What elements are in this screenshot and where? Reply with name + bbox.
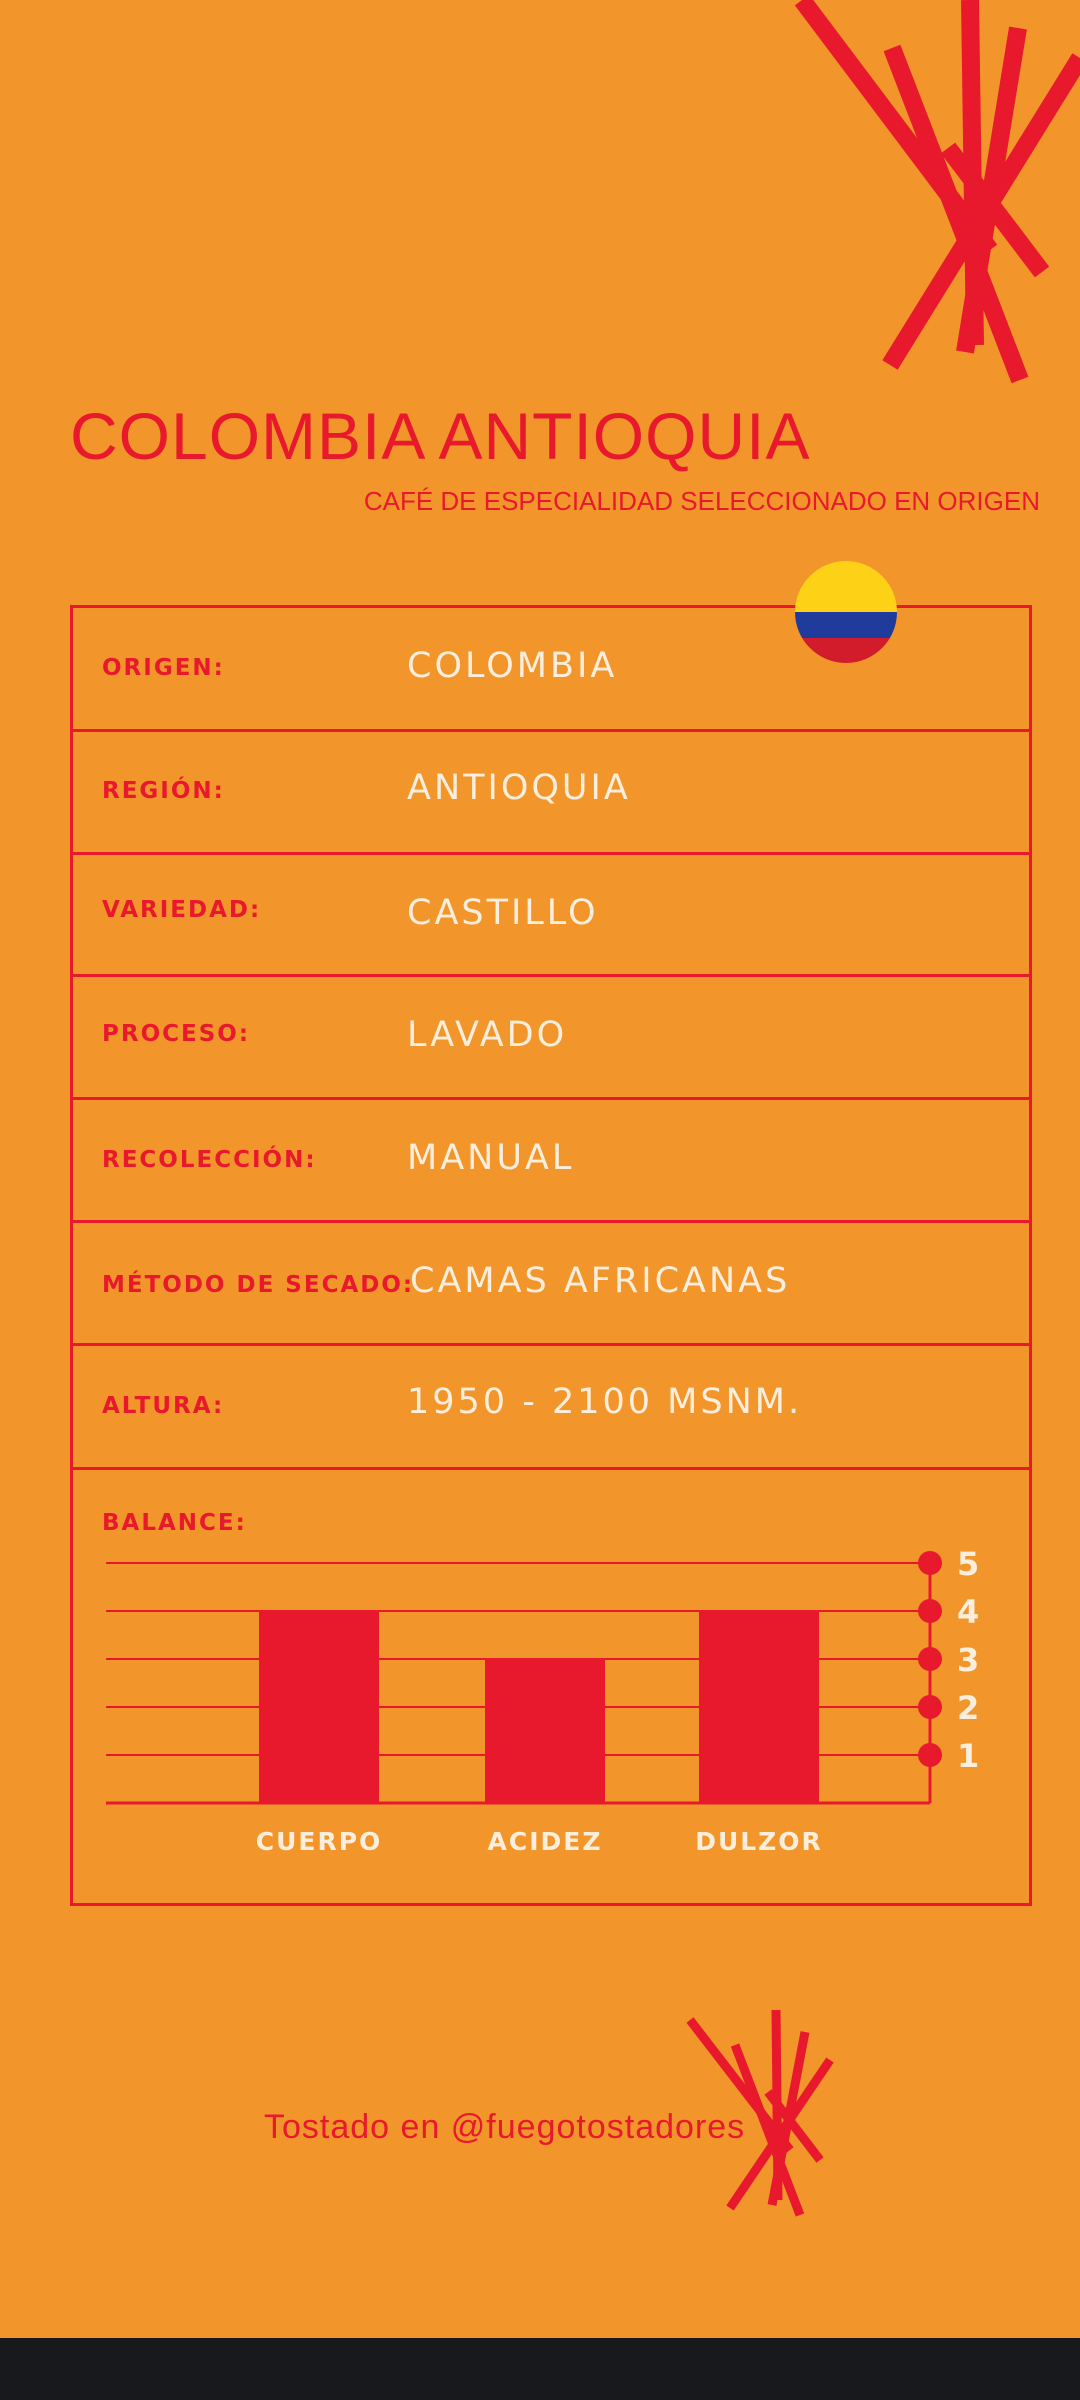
category-label: CUERPO bbox=[256, 1827, 383, 1856]
detail-value: CASTILLO bbox=[407, 893, 599, 933]
detail-value: LAVADO bbox=[407, 1015, 568, 1055]
tick-dot bbox=[918, 1695, 942, 1719]
detail-row-recoleccion: RECOLECCIÓN: MANUAL bbox=[73, 1100, 1029, 1223]
tick-dot bbox=[918, 1647, 942, 1671]
footer-credit: Tostado en @fuegotostadores bbox=[264, 2108, 746, 2146]
detail-value: ANTIOQUIA bbox=[407, 768, 631, 808]
system-navigation-bar bbox=[0, 2338, 1080, 2400]
bar-dulzor bbox=[699, 1611, 819, 1803]
detail-label: VARIEDAD: bbox=[102, 897, 262, 923]
detail-label: PROCESO: bbox=[102, 1021, 251, 1047]
category-label: ACIDEZ bbox=[488, 1827, 603, 1856]
detail-value: 1950 - 2100 MSNM. bbox=[407, 1382, 803, 1422]
details-card: ORIGEN: COLOMBIA REGIÓN: ANTIOQUIA VARIE… bbox=[70, 605, 1032, 1906]
fuego-logo-icon bbox=[794, 0, 1080, 384]
y-tick-label: 2 bbox=[957, 1689, 979, 1727]
coffee-info-sheet: COLOMBIA ANTIOQUIA CAFÉ DE ESPECIALIDAD … bbox=[70, 0, 1080, 2217]
detail-row-proceso: PROCESO: LAVADO bbox=[73, 977, 1029, 1100]
tick-dot bbox=[918, 1551, 942, 1575]
detail-row-variedad: VARIEDAD: CASTILLO bbox=[73, 855, 1029, 977]
page-title: COLOMBIA ANTIOQUIA bbox=[70, 399, 811, 473]
balance-label: BALANCE: bbox=[102, 1510, 247, 1536]
detail-label: ORIGEN: bbox=[102, 655, 225, 681]
balance-chart: CUERPO ACIDEZ DULZOR 1 2 3 4 5 bbox=[106, 1545, 979, 1856]
detail-label: ALTURA: bbox=[102, 1393, 225, 1419]
detail-value: CAMAS AFRICANAS bbox=[410, 1261, 791, 1301]
detail-label: RECOLECCIÓN: bbox=[102, 1147, 317, 1173]
bar-acidez bbox=[485, 1659, 605, 1803]
detail-row-origen: ORIGEN: COLOMBIA bbox=[73, 608, 1029, 732]
detail-label: REGIÓN: bbox=[102, 778, 225, 804]
y-tick-label: 5 bbox=[957, 1545, 979, 1583]
fuego-logo-icon bbox=[686, 2010, 834, 2217]
bar-cuerpo bbox=[259, 1611, 379, 1803]
detail-row-altura: ALTURA: 1950 - 2100 MSNM. bbox=[73, 1346, 1029, 1470]
colombia-flag-icon bbox=[795, 561, 897, 663]
detail-value: MANUAL bbox=[407, 1138, 575, 1178]
detail-label: MÉTODO DE SECADO: bbox=[102, 1272, 415, 1298]
page-subtitle: CAFÉ DE ESPECIALIDAD SELECCIONADO EN ORI… bbox=[363, 486, 1040, 516]
detail-value: COLOMBIA bbox=[407, 646, 618, 686]
y-tick-label: 3 bbox=[957, 1641, 979, 1679]
tick-dot bbox=[918, 1743, 942, 1767]
category-label: DULZOR bbox=[695, 1827, 823, 1856]
detail-row-region: REGIÓN: ANTIOQUIA bbox=[73, 732, 1029, 855]
y-tick-label: 4 bbox=[957, 1593, 979, 1631]
tick-dot bbox=[918, 1599, 942, 1623]
y-tick-label: 1 bbox=[957, 1737, 979, 1775]
detail-row-metodo-secado: MÉTODO DE SECADO: CAMAS AFRICANAS bbox=[73, 1223, 1029, 1346]
